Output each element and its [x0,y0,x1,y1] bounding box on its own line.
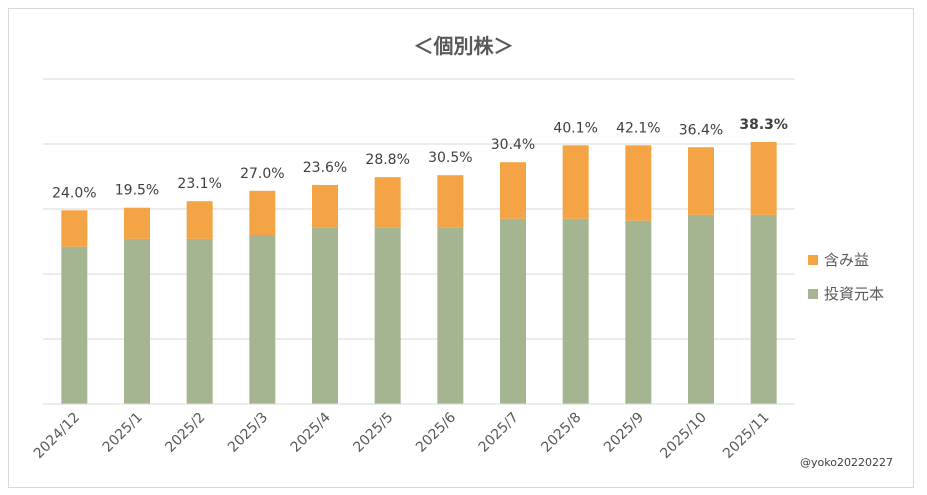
bar-segment [374,177,401,228]
data-label: 23.6% [303,160,347,176]
credit-text: @yoko20220227 [800,456,893,469]
x-tick-label: 2025/8 [538,410,584,456]
legend-label: 投資元本 [824,285,885,303]
x-tick-label: 2025/10 [657,410,709,462]
x-tick-label: 2024/12 [31,410,83,462]
legend-swatch [808,288,818,299]
data-label: 28.8% [365,152,409,168]
data-label: 30.5% [428,150,472,166]
bar-segment [61,246,88,404]
bar-segment [688,147,714,215]
bar-segment [500,162,526,219]
x-tick-label: 2025/11 [720,410,772,462]
bar-segment [61,210,88,247]
bar-segment [500,218,526,404]
data-label: 42.1% [616,120,660,136]
chart-frame [8,8,914,488]
x-tick-label: 2025/5 [350,410,396,456]
legend-swatch [808,254,818,265]
bar-segment [562,145,589,219]
legend-item-unrealized-gain: 含み益 [808,249,869,270]
bar-segment [186,238,213,404]
x-tick-label: 2025/3 [225,410,271,456]
legend-item-principal: 投資元本 [808,283,884,304]
legend-label: 含み益 [824,251,870,269]
x-tick-label: 2025/6 [413,409,459,455]
bar-segment [374,227,401,404]
bar-segment [625,220,652,404]
bar-segment [249,190,276,235]
x-tick-label: 2025/7 [476,410,522,456]
bar-segment [124,238,150,404]
x-tick-label: 2025/9 [601,410,647,456]
data-label: 23.1% [177,176,221,192]
chart-title: ＜個別株＞ [413,34,514,58]
bar-segment [437,227,464,404]
data-label: 27.0% [240,166,284,182]
x-tick-label: 2025/1 [100,410,146,456]
bar-segment [562,218,589,404]
data-label: 38.3% [739,117,788,133]
bar-segment [186,201,213,239]
data-label: 36.4% [679,122,723,138]
bar-segment [312,184,338,228]
bar-segment [625,145,652,221]
data-label: 24.0% [52,185,96,201]
bar-segment [124,207,150,239]
data-label: 40.1% [553,120,597,136]
bar-segment [312,227,338,404]
bar-segment [688,214,714,404]
bar-segment [249,235,276,404]
x-tick-label: 2025/4 [288,409,334,455]
x-tick-label: 2025/2 [162,410,208,456]
bar-segment [750,214,777,404]
bar-segment [437,175,464,228]
bar-segment [750,142,777,215]
data-label: 19.5% [115,183,159,199]
data-label: 30.4% [491,137,535,153]
